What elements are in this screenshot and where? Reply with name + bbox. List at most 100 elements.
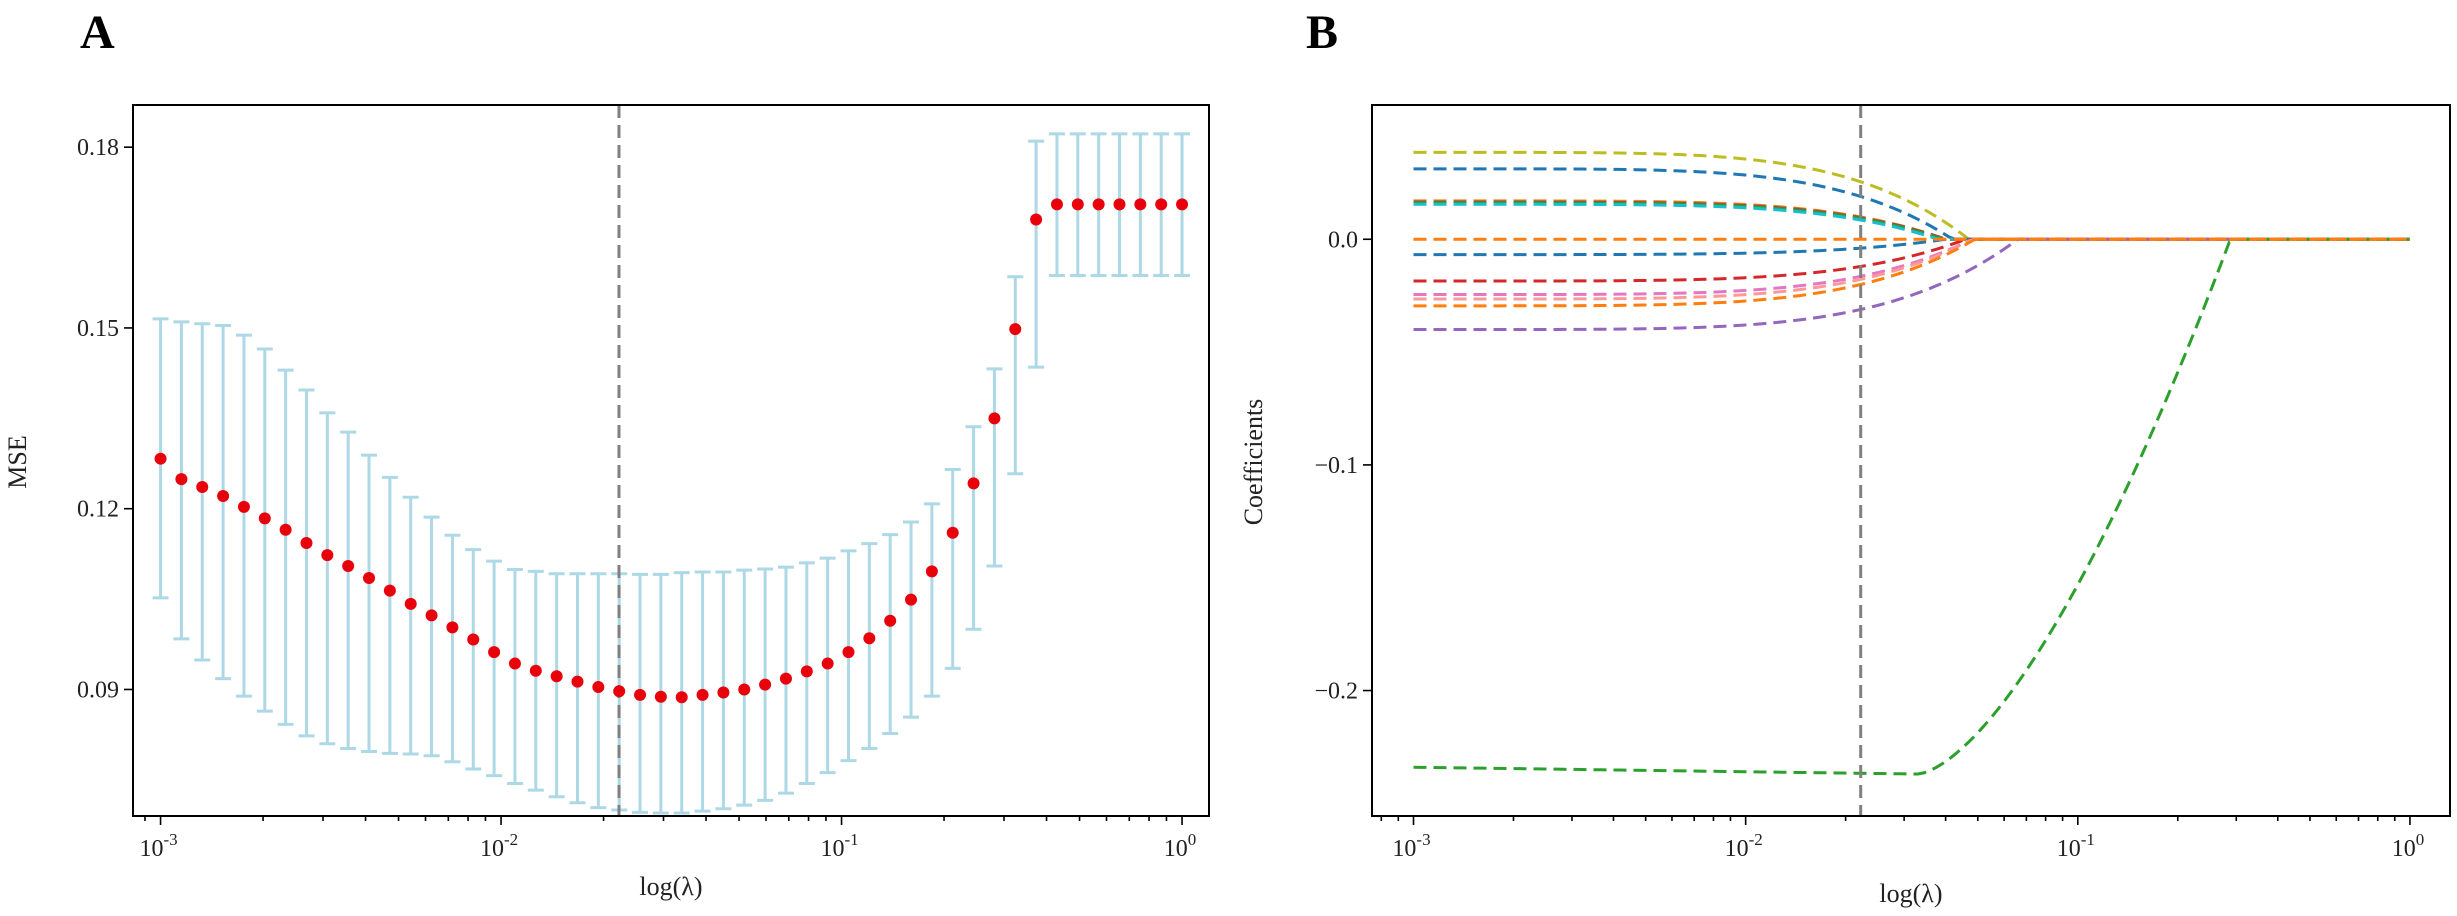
y-tick-label: 0.09: [77, 677, 119, 703]
mse-point: [425, 609, 438, 622]
coef-path-feature_6: [1413, 202, 2410, 241]
mse-point: [1155, 198, 1168, 211]
mse-point: [800, 665, 813, 678]
mse-point: [467, 633, 480, 646]
mse-point: [1113, 198, 1126, 211]
panel-b-xlabel: log(λ): [1879, 879, 1942, 908]
panel-b-frame: [1371, 104, 2451, 817]
mse-point: [1030, 213, 1043, 226]
x-tick-label: 10-1: [2057, 830, 2095, 862]
x-tick-exponent: -1: [844, 830, 858, 849]
x-tick-base: 10: [2057, 836, 2081, 862]
x-tick-exponent: -2: [504, 830, 518, 849]
mse-point: [529, 664, 542, 677]
coef-path-feature_8: [1413, 237, 2410, 283]
errorbars-group: [152, 132, 1191, 815]
x-tick-base: 10: [1725, 836, 1749, 862]
mse-point: [196, 481, 209, 494]
mse-point: [967, 477, 980, 490]
mse-point: [1009, 323, 1022, 336]
coef-path-feature_1: [1413, 150, 2410, 241]
x-tick-exponent: -3: [1416, 830, 1430, 849]
mse-point: [821, 657, 834, 670]
x-tick-base: 10: [820, 836, 844, 862]
mse-point: [446, 621, 459, 634]
mse-point: [863, 632, 876, 645]
panel-a-frame: [132, 104, 1210, 817]
coef-path-feature_13: [1413, 237, 2410, 776]
mse-point: [905, 593, 918, 606]
x-tick-base: 10: [2392, 836, 2416, 862]
coef-path-feature_5: [1413, 201, 2410, 241]
x-tick-base: 10: [139, 836, 163, 862]
mse-point: [550, 670, 563, 683]
coef-path-feature_4: [1413, 200, 2410, 241]
mse-point: [696, 688, 709, 701]
x-tick-exponent: -1: [2081, 830, 2095, 849]
mse-point: [717, 686, 730, 699]
coef-path-feature_7: [1413, 237, 2410, 257]
mse-point: [508, 657, 521, 670]
x-tick-label: 10-3: [1392, 830, 1430, 862]
mse-point: [1050, 198, 1063, 211]
mse-point: [321, 549, 334, 562]
mse-point: [1071, 198, 1084, 211]
x-tick-label: 10-2: [1725, 830, 1763, 862]
mse-point: [279, 523, 292, 536]
mse-point: [342, 559, 355, 572]
x-tick-label: 10-3: [139, 830, 177, 862]
coef-path-feature_10: [1413, 237, 2410, 301]
y-ticks: 0.09 0.12 0.15 0.18: [77, 135, 133, 703]
mse-point: [217, 490, 230, 503]
mse-point: [1134, 198, 1147, 211]
x-tick-label: 10-1: [820, 830, 858, 862]
mse-point: [175, 473, 188, 486]
mse-point: [258, 512, 271, 525]
y-tick-label: −0.2: [1314, 679, 1358, 705]
y-tick-label: 0.0: [1328, 227, 1358, 253]
mse-point: [842, 646, 855, 659]
mse-point: [404, 597, 417, 610]
x-tick-label: 100: [1164, 830, 1197, 862]
mse-point: [592, 681, 605, 694]
mse-point: [779, 672, 792, 685]
mse-point: [154, 452, 167, 465]
mse-point: [383, 584, 396, 597]
x-tick-label: 10-2: [480, 830, 518, 862]
mse-point: [571, 675, 584, 688]
panel-a-label: A: [80, 6, 115, 59]
points-group: [154, 198, 1189, 704]
mse-point: [488, 646, 501, 659]
coef-path-feature_12: [1413, 237, 2410, 332]
x-tick-exponent: -2: [1749, 830, 1763, 849]
mse-point: [634, 688, 647, 701]
mse-point: [946, 526, 959, 539]
y-tick-label: 0.12: [77, 497, 119, 523]
mse-point: [237, 500, 250, 513]
x-ticks: 10-3 10-2 10-1 100: [1380, 816, 2425, 862]
mse-point: [1092, 198, 1105, 211]
panel-a-ylabel: MSE: [3, 435, 32, 488]
panel-b-ylabel: Coefficients: [1239, 399, 1268, 526]
mse-point: [1176, 198, 1189, 211]
mse-point: [759, 678, 772, 691]
x-tick-base: 10: [480, 836, 504, 862]
mse-point: [738, 683, 751, 696]
x-ticks: 10-3 10-2 10-1 100: [139, 816, 1196, 862]
x-tick-exponent: -3: [163, 830, 177, 849]
x-tick-base: 10: [1392, 836, 1416, 862]
x-tick-exponent: 0: [2416, 830, 2425, 849]
y-tick-label: 0.15: [77, 316, 119, 342]
y-tick-label: −0.1: [1314, 453, 1358, 479]
x-tick-label: 100: [2392, 830, 2425, 862]
x-tick-base: 10: [1164, 836, 1188, 862]
mse-point: [925, 565, 938, 578]
mse-point: [363, 571, 376, 584]
panel-a-mse-chart: A 10-3 10-2 10-1 100 0.090.120.150.18 log(λ…: [3, 6, 1210, 901]
mse-point: [988, 412, 1001, 425]
panel-a-xlabel: log(λ): [639, 872, 702, 901]
mse-point: [654, 690, 667, 703]
mse-point: [884, 614, 897, 627]
panel-b-coefficients-chart: B 10-3 10-2 10-1 100 0.0−0.1−0.2 log(λ) Coe…: [1239, 6, 2451, 908]
